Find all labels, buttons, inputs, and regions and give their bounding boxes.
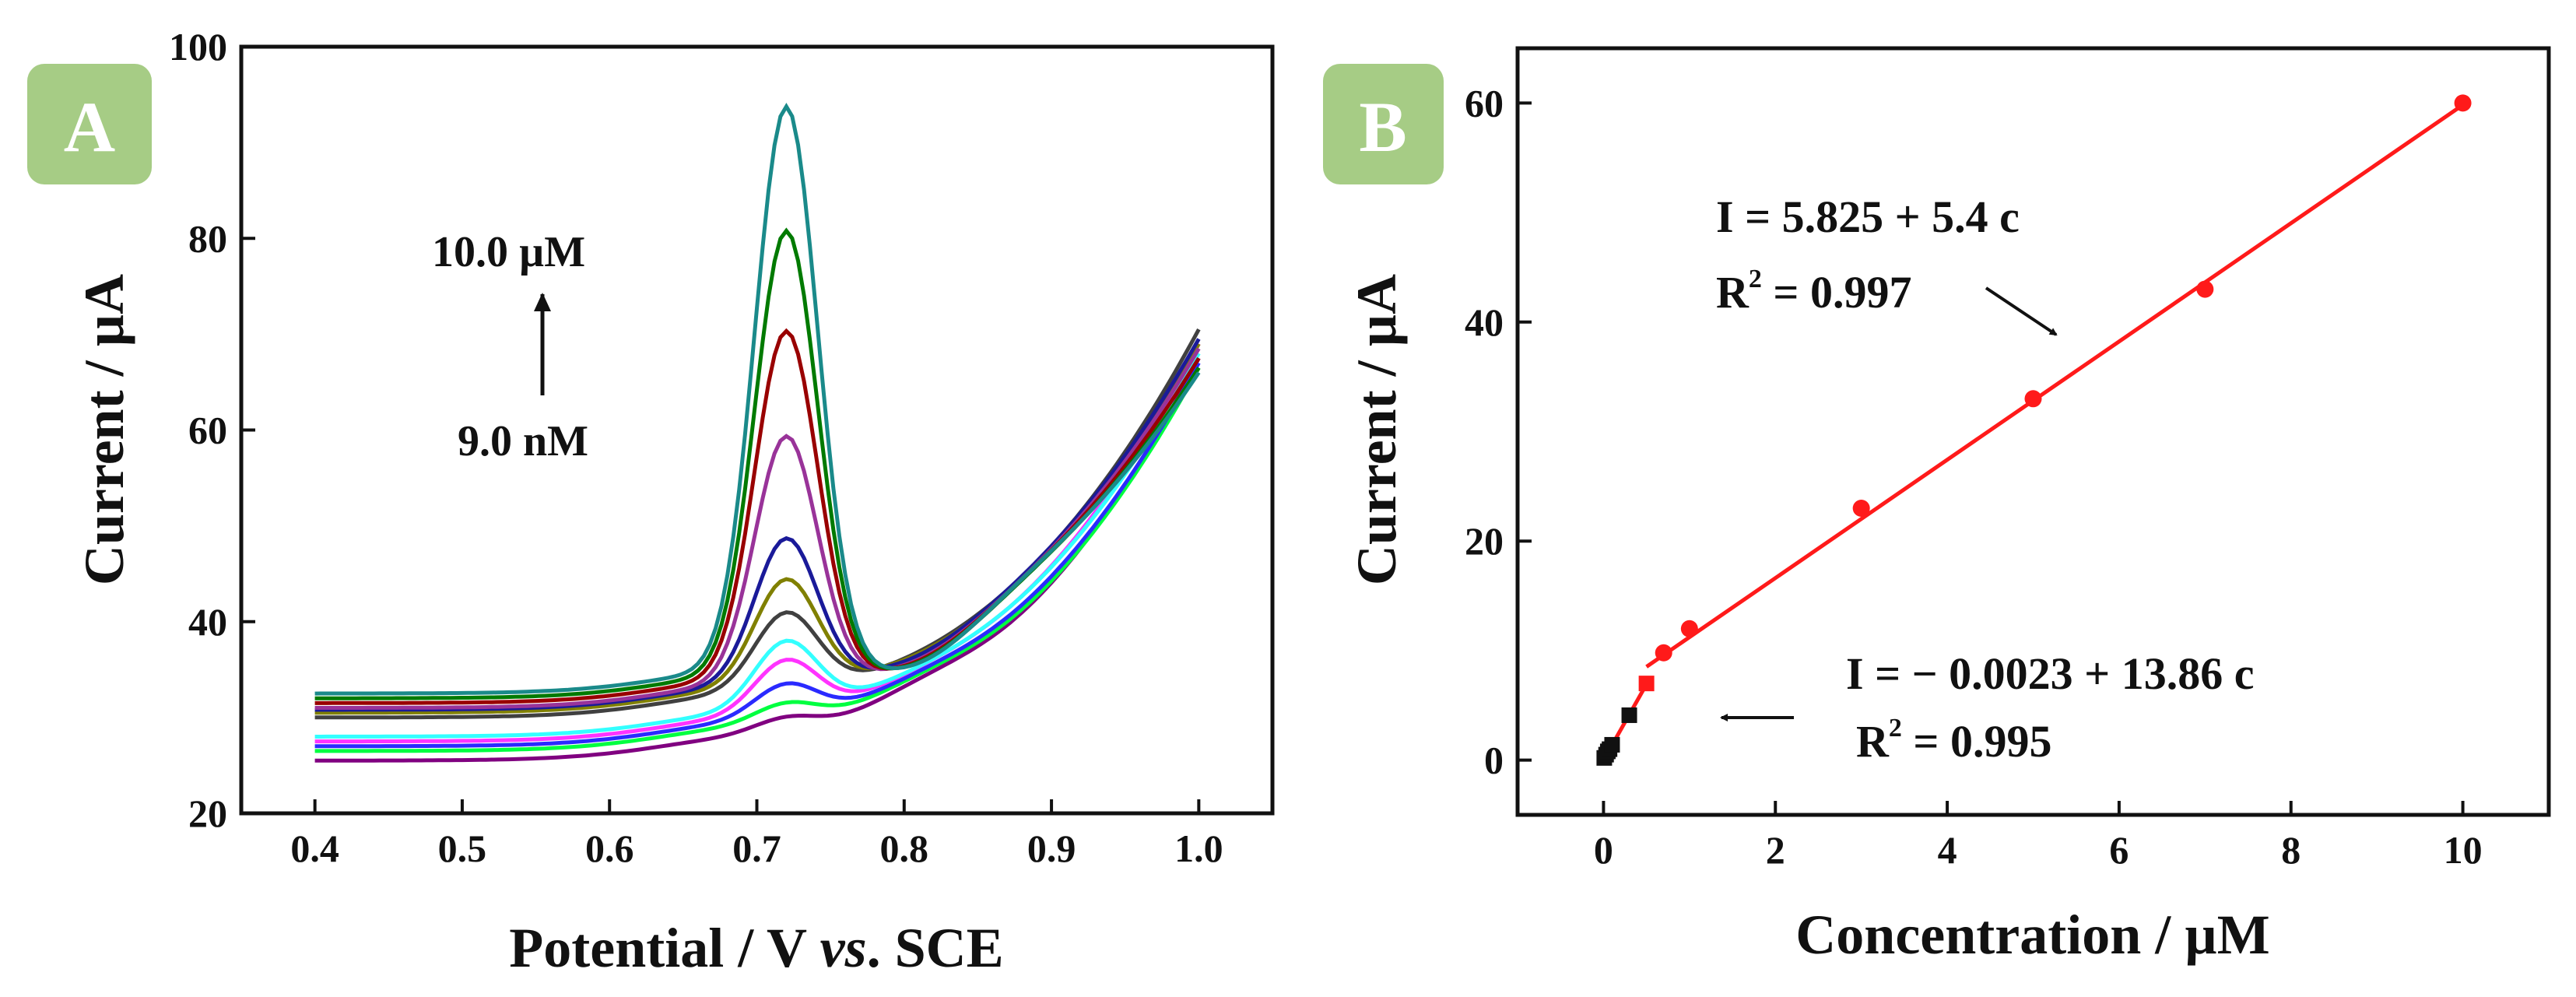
panel-b-r2-high-label: R [1716, 267, 1750, 318]
panel-b-point-low [1604, 736, 1620, 753]
panel-b-badge-letter: B [1359, 87, 1406, 167]
panel-a-xtick-label: 0.4 [290, 827, 339, 870]
panel-b-r2-low-value: = 0.995 [1902, 716, 2052, 767]
panel-a-ytick-label: 60 [188, 409, 227, 452]
panel-a-y-axis-title: Current / µA [73, 274, 135, 585]
panel-a-badge [27, 64, 152, 184]
panel-b-ytick-label: 0 [1484, 739, 1504, 782]
panel-a-x-ticks: 0.4 0.5 0.6 0.7 0.8 0.9 1.0 [290, 799, 1223, 870]
panel-a-badge-letter: A [64, 87, 115, 167]
panel-b-xtick-label: 0 [1594, 828, 1613, 872]
panel-a-annotation-top: 10.0 µM [432, 228, 585, 276]
panel-b-equation-low: I = − 0.0023 + 13.86 c [1846, 648, 2254, 699]
panel-b-xtick-label: 4 [1938, 828, 1957, 872]
panel-a-xtick-label: 0.6 [585, 827, 634, 870]
panel-b-xtick-label: 10 [2444, 828, 2483, 872]
panel-b-point-high [2024, 390, 2042, 408]
panel-b-equation-high: I = 5.825 + 5.4 c [1716, 191, 2020, 242]
panel-a-curve-5 [314, 352, 1201, 739]
panel-a-xtick-label: 0.7 [732, 827, 781, 870]
panel-a-xlabel-post: . SCE [867, 917, 1004, 979]
panel-b-r2-high: R2 = 0.997 [1716, 265, 1911, 318]
panel-b-point-high [1655, 644, 1672, 662]
panel-a-ytick-label: 80 [188, 216, 227, 260]
panel-a-xtick-label: 0.5 [438, 827, 487, 870]
panel-b-plot-frame [1515, 46, 2551, 817]
panel-b-r2-low-sup: 2 [1889, 714, 1902, 742]
panel-a-curve-3 [314, 362, 1201, 749]
panel-a-curves [314, 103, 1201, 763]
panel-a-ytick-label: 20 [188, 792, 227, 835]
panel-b-y-ticks: 0 20 40 60 [1465, 81, 1532, 782]
panel-b-xtick-label: 6 [2109, 828, 2129, 872]
panel-b-r2-high-sup: 2 [1749, 265, 1762, 293]
panel-b-xtick-label: 2 [1766, 828, 1785, 872]
panel-a-xtick-label: 1.0 [1174, 827, 1223, 870]
panel-b-point-high [1680, 620, 1698, 637]
panel-b-r2-high-value: = 0.997 [1762, 267, 1912, 318]
panel-b-r2-low-label: R [1856, 716, 1890, 767]
panel-a-voltammogram: 20 40 60 80 100 0.4 0.5 0.6 0.7 0.8 0.9 1.0 A 10.0… [27, 25, 1275, 979]
panel-a-ytick-label: 40 [188, 600, 227, 644]
panel-b-x-ticks: 0 2 4 6 8 10 [1594, 801, 2483, 872]
panel-a-xtick-label: 0.8 [880, 827, 929, 870]
panel-b-y-axis-title: Current / µA [1346, 274, 1408, 585]
panel-a-annotation-bottom: 9.0 nM [458, 417, 588, 465]
panel-a-xlabel-pre: Potential / V [509, 917, 819, 979]
panel-a-curve-12 [314, 103, 1201, 696]
panel-b-ytick-label: 20 [1465, 519, 1504, 563]
panel-b-ytick-label: 40 [1465, 300, 1504, 344]
panel-b-arrow-high [1985, 286, 2058, 336]
panel-b-point-high [1852, 500, 1870, 517]
panel-b-point-high [1638, 676, 1655, 692]
panel-b-xtick-label: 8 [2281, 828, 2301, 872]
panel-a-xtick-label: 0.9 [1027, 827, 1076, 870]
panel-a-ytick-label: 100 [169, 25, 227, 68]
panel-b-point-high [2454, 94, 2472, 112]
panel-b-points [1596, 94, 2472, 766]
panel-b-point-low [1621, 707, 1637, 723]
panel-b-ytick-label: 60 [1465, 81, 1504, 125]
panel-a-curve-2 [314, 367, 1201, 753]
panel-b-fit-high-range [1645, 103, 2465, 669]
panel-b-x-axis-title: Concentration / µM [1795, 904, 2269, 966]
panel-b-point-high [2196, 280, 2214, 298]
panel-b-badge [1323, 64, 1444, 184]
panel-a-xlabel-italic: vs [820, 917, 867, 979]
panel-b-r2-low: R2 = 0.995 [1856, 714, 2051, 767]
panel-a-x-axis-title: Potential / V vs. SCE [509, 917, 1003, 979]
panel-a-y-ticks: 20 40 60 80 100 [169, 25, 255, 835]
